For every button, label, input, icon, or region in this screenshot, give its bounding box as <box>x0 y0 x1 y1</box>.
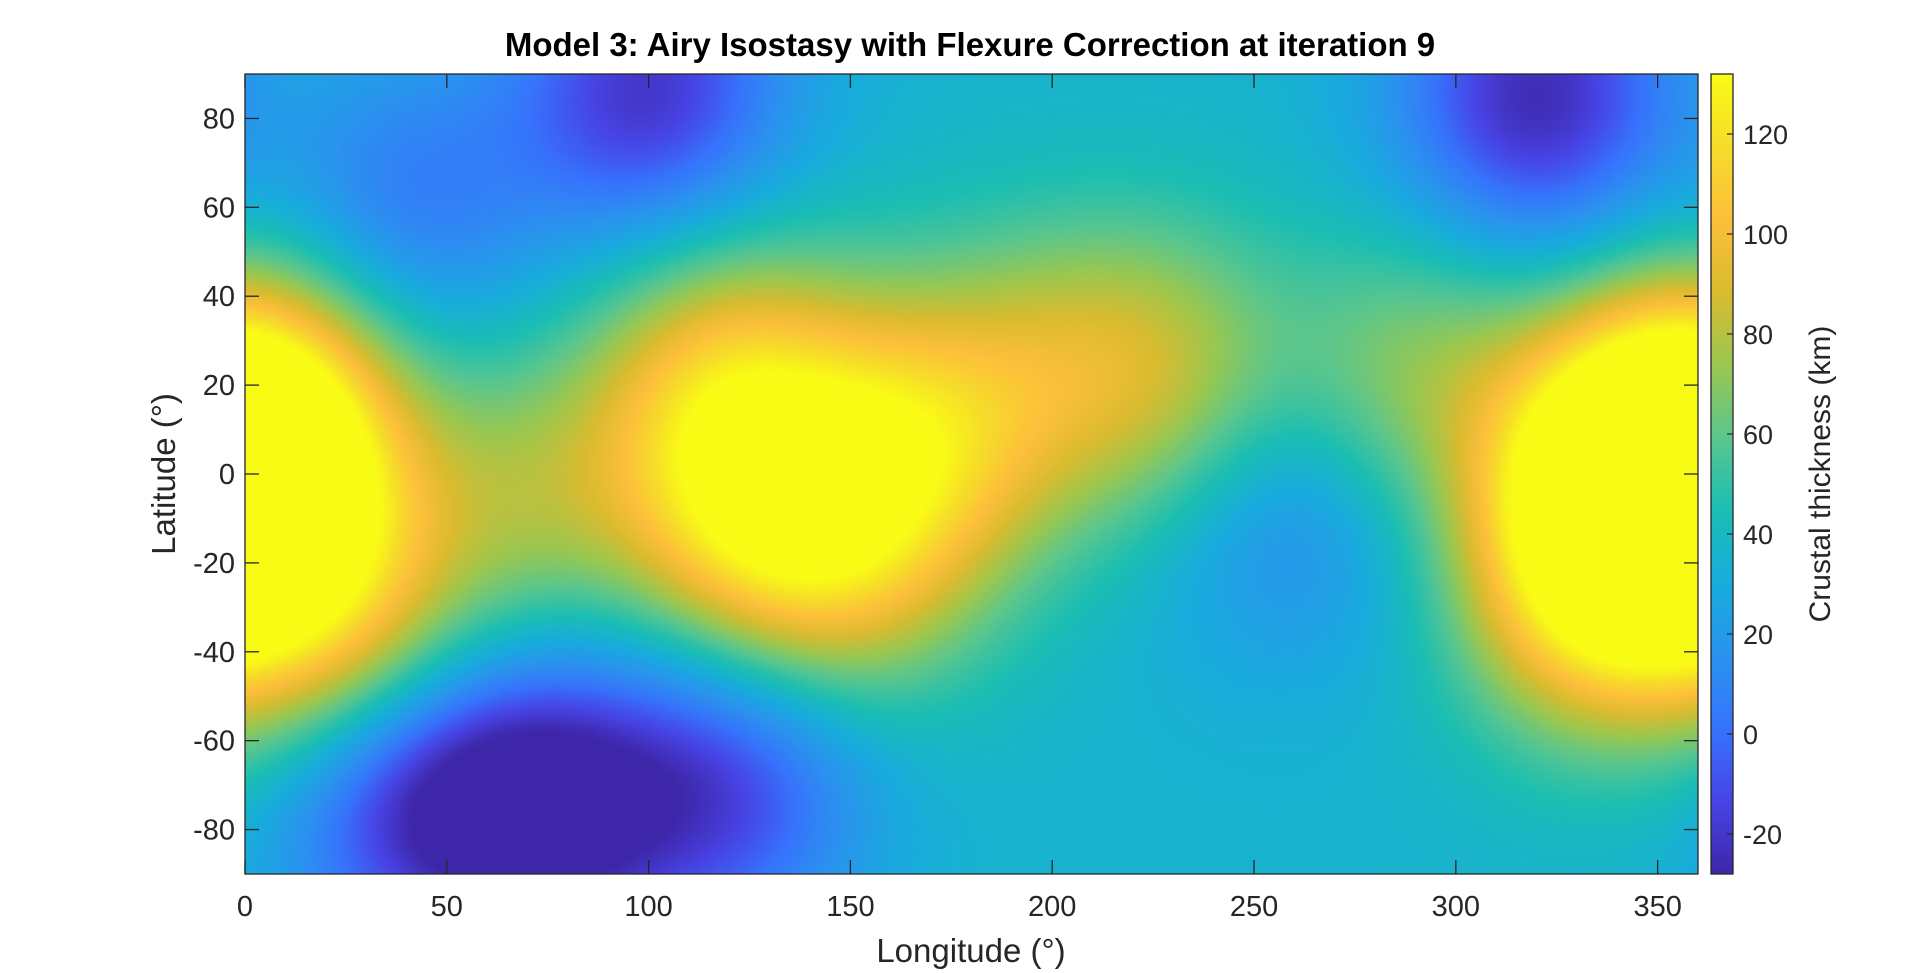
colorbar: 120 100 80 60 40 20 0 -20 Crustal thickness (km… <box>1710 73 1837 875</box>
colorbar-tick-label: 40 <box>1743 520 1773 550</box>
colorbar-tick-label: 60 <box>1743 420 1773 450</box>
x-tick-label: 150 <box>826 891 874 923</box>
y-tick-label: -60 <box>193 726 235 758</box>
x-axis: 0 50 100 150 200 250 300 350 <box>237 74 1682 923</box>
colorbar-tick-label: 120 <box>1743 120 1788 150</box>
y-tick-label: 60 <box>203 192 235 224</box>
x-tick-label: 250 <box>1230 891 1278 923</box>
colorbar-tick-label: 100 <box>1743 220 1788 250</box>
y-tick-label: -20 <box>193 548 235 580</box>
y-axis: 80 60 40 20 0 -20 -40 -60 -80 <box>193 103 1698 847</box>
y-tick-label: -80 <box>193 815 235 847</box>
x-tick-label: 350 <box>1633 891 1681 923</box>
x-axis-label: Longitude (°) <box>876 932 1065 969</box>
x-tick-label: 50 <box>431 891 463 923</box>
x-tick-label: 200 <box>1028 891 1076 923</box>
colorbar-tick-label: 80 <box>1743 320 1773 350</box>
colorbar-scale <box>1710 73 1734 875</box>
y-tick-label: -40 <box>193 637 235 669</box>
colorbar-tick-label: 20 <box>1743 620 1773 650</box>
x-tick-label: 300 <box>1432 891 1480 923</box>
y-tick-label: 20 <box>203 370 235 402</box>
y-tick-label: 80 <box>203 103 235 135</box>
y-tick-label: 40 <box>203 281 235 313</box>
colorbar-ticks: 120 100 80 60 40 20 0 -20 <box>1727 120 1788 850</box>
x-tick-label: 0 <box>237 891 253 923</box>
y-tick-label: 0 <box>219 459 235 491</box>
x-tick-label: 100 <box>624 891 672 923</box>
chart-title: Model 3: Airy Isostasy with Flexure Corr… <box>505 26 1435 63</box>
y-axis-label: Latitude (°) <box>145 393 182 555</box>
colorbar-label: Crustal thickness (km) <box>1804 326 1837 623</box>
heatmap-canvas <box>245 74 1698 874</box>
plot-area <box>244 73 1699 875</box>
colorbar-tick-label: -20 <box>1743 820 1782 850</box>
colorbar-tick-label: 0 <box>1743 720 1758 750</box>
